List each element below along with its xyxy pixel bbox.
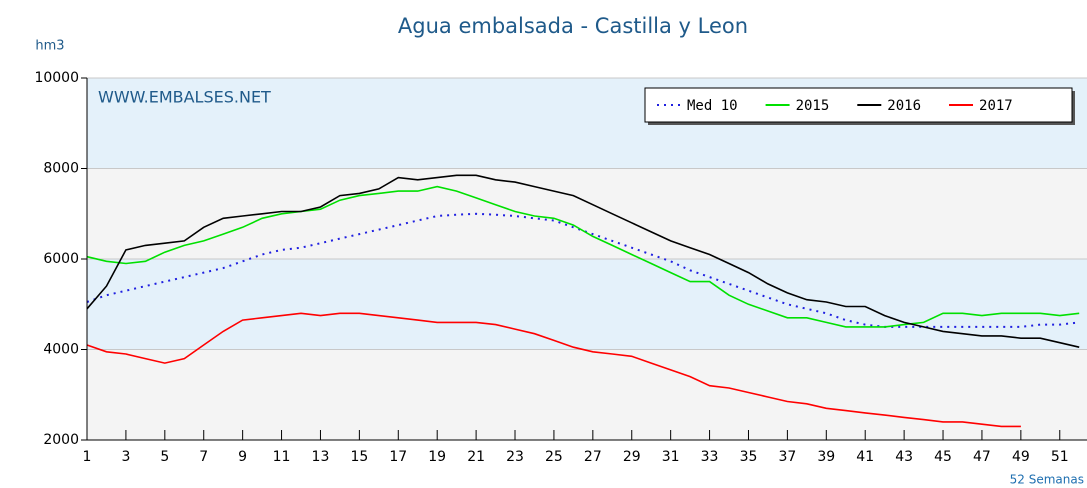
x-tick-label: 41	[856, 449, 874, 465]
x-tick-label: 5	[160, 449, 169, 465]
band	[87, 349, 1087, 440]
legend: Med 10 2015 2016 2017	[644, 87, 1075, 125]
x-tick-label: 23	[506, 449, 524, 465]
x-tick-label: 45	[934, 449, 952, 465]
lines	[86, 174, 1080, 428]
chart-title: Agua embalsada - Castilla y Leon	[398, 14, 748, 38]
x-tick-label: 9	[238, 449, 247, 465]
legend-label: 2017	[979, 98, 1013, 114]
x-tick-label: 1	[83, 449, 92, 465]
x-tick-label: 19	[428, 449, 446, 465]
x-tick-label: 35	[740, 449, 758, 465]
y-tick-label: 4000	[43, 342, 79, 358]
x-tick-label: 13	[312, 449, 330, 465]
legend-label: 2015	[796, 98, 830, 114]
x-tick-label: 31	[662, 449, 680, 465]
x-tick-label: 15	[350, 449, 368, 465]
y-tick-label: 10000	[34, 70, 79, 86]
watermark: WWW.EMBALSES.NET	[98, 88, 271, 107]
x-tick-label: 37	[778, 449, 796, 465]
x-tick-label: 51	[1051, 449, 1069, 465]
x-tick-label: 25	[545, 449, 563, 465]
series-line	[86, 185, 1080, 328]
x-tick-label: 49	[1012, 449, 1030, 465]
y-tick-label: 2000	[43, 432, 79, 448]
series-line	[86, 174, 1080, 348]
legend-label: Med 10	[687, 98, 738, 114]
x-axis-label: 52 Semanas	[1010, 473, 1084, 487]
x-tick-label: 7	[199, 449, 208, 465]
x-tick-label: 11	[273, 449, 291, 465]
series-line	[86, 212, 1080, 328]
y-axis-label: hm3	[35, 39, 64, 54]
x-tick-label: 3	[121, 449, 130, 465]
x-tick-label: 43	[895, 449, 913, 465]
band	[87, 168, 1087, 259]
series-line	[86, 312, 1021, 428]
y-tick-label: 6000	[43, 251, 79, 267]
band	[87, 259, 1087, 350]
x-tick-label: 39	[817, 449, 835, 465]
legend-label: 2016	[887, 98, 921, 114]
x-tick-label: 47	[973, 449, 991, 465]
x-tick-label: 21	[467, 449, 485, 465]
y-tick-label: 8000	[43, 161, 79, 177]
x-tick-label: 17	[389, 449, 407, 465]
x-tick-label: 27	[584, 449, 602, 465]
x-tick-label: 29	[623, 449, 641, 465]
x-tick-label: 33	[701, 449, 719, 465]
